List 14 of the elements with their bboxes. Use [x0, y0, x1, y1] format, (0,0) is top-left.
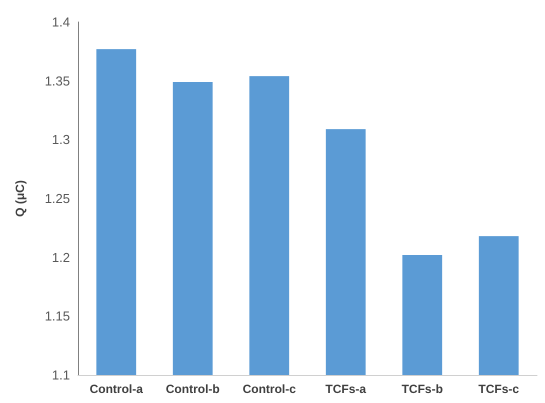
y-tick-label: 1.25: [44, 191, 70, 206]
x-tick-label: TCFs-a: [325, 382, 366, 396]
x-tick-label: TCFs-b: [402, 382, 443, 396]
y-tick-label: 1.15: [44, 308, 70, 324]
y-tick-label: 1.4: [52, 14, 70, 30]
y-tick-label: 1.3: [52, 132, 70, 148]
y-tick-label: 1.35: [44, 73, 70, 88]
x-tick-label: Control-b: [166, 382, 220, 396]
x-tick-label: TCFs-c: [478, 382, 520, 396]
x-tick-label: Control-c: [242, 382, 296, 396]
y-tick-label: 1.1: [52, 368, 70, 382]
y-axis-title: Q (μC): [13, 180, 27, 217]
x-tick-label: Control-a: [90, 382, 144, 396]
y-tick-label: 1.2: [52, 250, 70, 265]
